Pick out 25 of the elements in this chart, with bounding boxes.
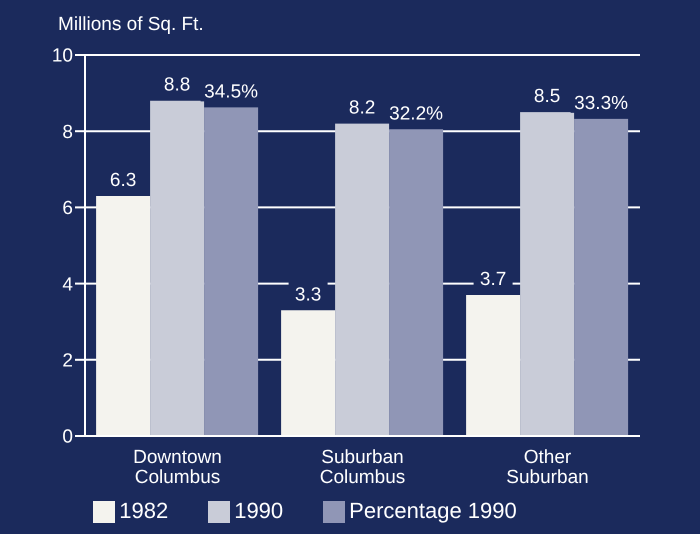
legend-label: Percentage 1990 xyxy=(349,498,517,523)
y-tick-label: 0 xyxy=(62,426,73,448)
data-label: 8.5 xyxy=(534,86,560,108)
data-label: 34.5% xyxy=(204,81,258,102)
legend-label: 1982 xyxy=(119,498,168,523)
data-label: 6.3 xyxy=(110,170,136,191)
data-label: 33.3% xyxy=(574,92,628,114)
data-label: 3.7 xyxy=(480,269,506,290)
y-tick-label: 2 xyxy=(62,350,73,372)
x-tick-label: Suburban Columbus xyxy=(320,447,406,488)
bar xyxy=(96,196,150,436)
data-label: 32.2% xyxy=(389,103,444,124)
y-tick-label: 4 xyxy=(62,274,74,296)
data-label: 3.3 xyxy=(294,284,322,306)
x-tick-label: Downtown Columbus xyxy=(133,447,222,488)
data-label: 8.2 xyxy=(348,98,376,119)
legend-label: 1990 xyxy=(234,498,284,523)
x-tick-label: Other Suburban xyxy=(506,447,589,488)
y-tick-label: 6 xyxy=(62,198,73,220)
data-label: 8.8 xyxy=(164,74,190,96)
bar xyxy=(466,295,520,436)
y-axis-title: Millions of Sq. Ft. xyxy=(58,14,204,36)
y-tick-label: 8 xyxy=(62,122,73,143)
bar xyxy=(281,310,336,436)
y-tick-label: 10 xyxy=(52,46,73,67)
